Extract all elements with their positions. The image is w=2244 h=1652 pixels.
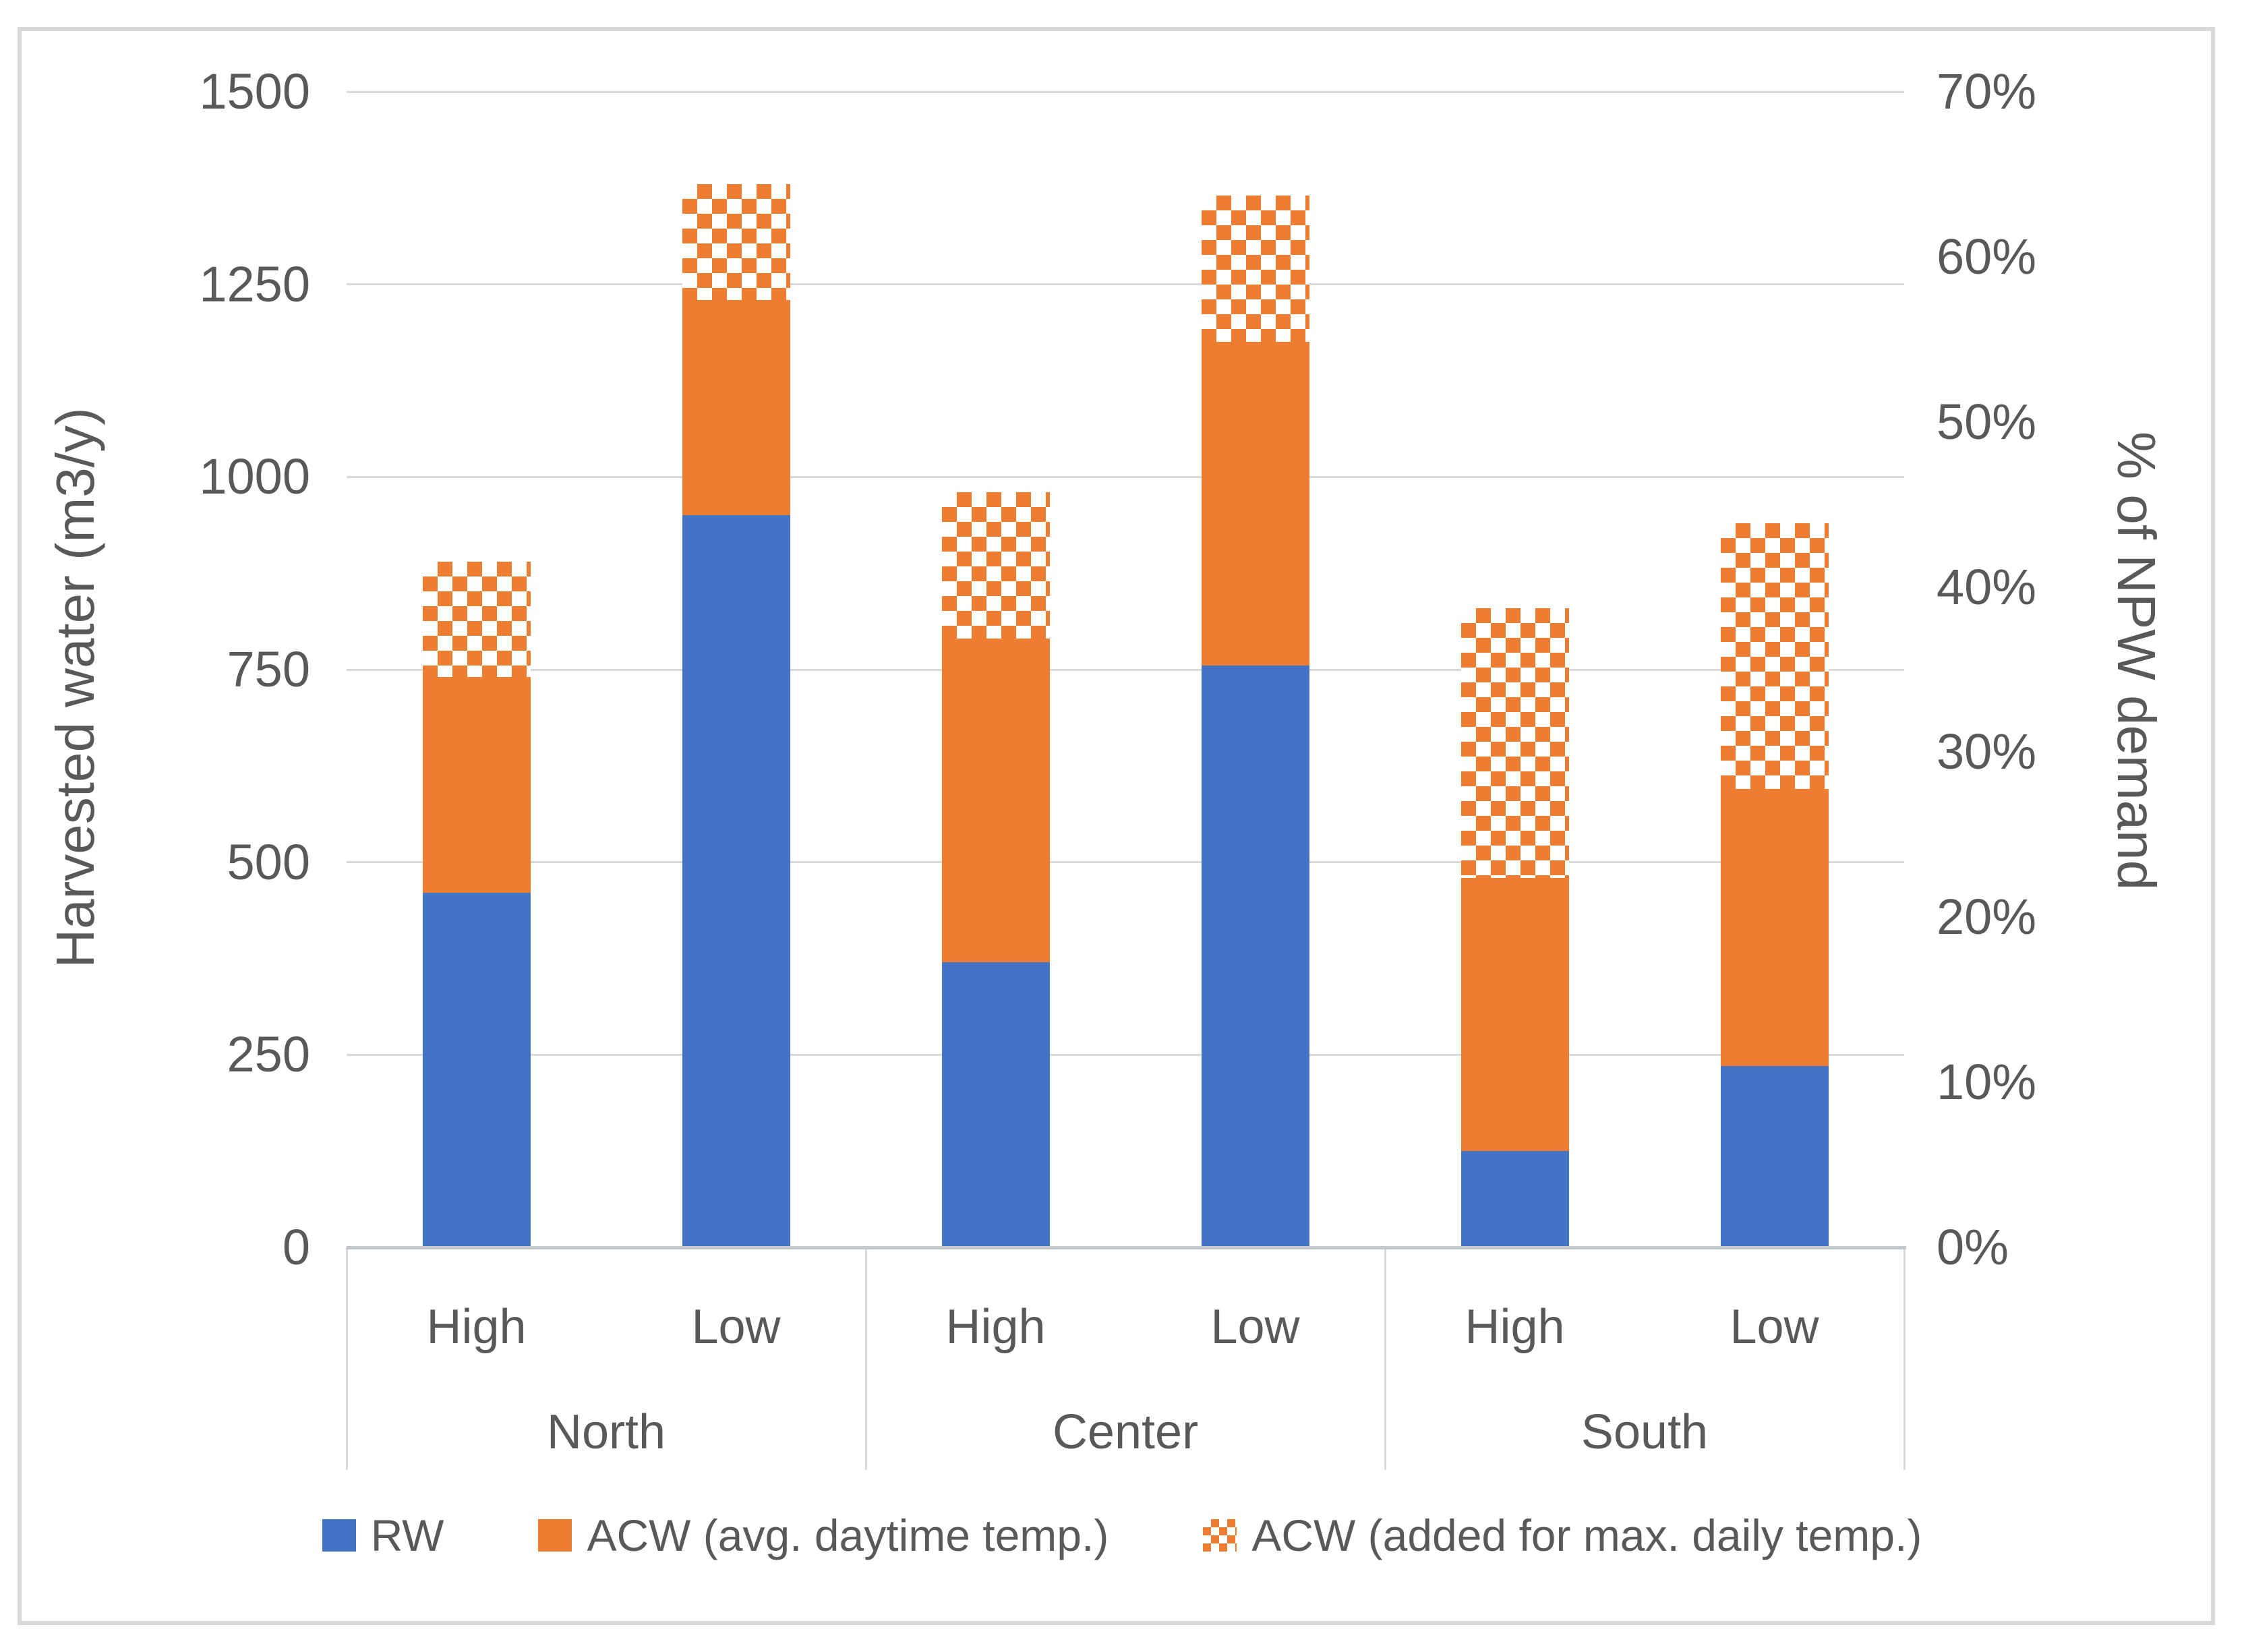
x-axis-category-label: High [1465, 1300, 1565, 1354]
legend-item-rw: RW [322, 1508, 444, 1562]
bar-segment-acw-avg [1720, 789, 1829, 1067]
y2-axis-tick-label: 70% [1937, 63, 2037, 119]
y-axis-tick-label: 750 [227, 641, 310, 697]
x-axis-category-label: Low [1730, 1300, 1819, 1354]
bar-segment-acw-added [1201, 196, 1309, 343]
bar-segment-acw-avg [422, 677, 531, 893]
x-axis-divider [1903, 1247, 1906, 1470]
gridline [347, 283, 1904, 286]
bar-segment-acw-added [1460, 608, 1569, 878]
x-axis-group-label: Center [1052, 1405, 1199, 1459]
gridline [347, 861, 1904, 864]
y-axis-tick-label: 1250 [199, 256, 310, 312]
y2-axis-tick-label: 10% [1937, 1054, 2037, 1111]
y-axis-tick-label: 1500 [199, 63, 310, 119]
bar-segment-rw [1460, 1151, 1569, 1247]
bar-segment-acw-added [941, 492, 1050, 639]
x-axis-category-label: High [426, 1300, 527, 1354]
legend-label-rw: RW [370, 1510, 444, 1560]
bar-segment-rw [682, 515, 790, 1247]
legend-swatch-acw-avg [538, 1519, 572, 1552]
gridline [347, 1053, 1904, 1056]
y-axis-title: Harvested water (m3/y) [45, 407, 105, 968]
bar-segment-acw-avg [1201, 342, 1309, 666]
y-axis-tick-label: 1000 [199, 448, 310, 505]
y2-axis-title: % of NPW demand [2106, 431, 2166, 891]
y2-axis-tick-label: 50% [1937, 393, 2037, 450]
x-axis-divider [345, 1247, 348, 1470]
bar-segment-rw [422, 893, 531, 1247]
x-axis-divider [864, 1247, 867, 1470]
bar-segment-acw-avg [1460, 877, 1569, 1152]
y2-axis-tick-label: 40% [1937, 558, 2037, 615]
legend: RW ACW (avg. daytime temp.) ACW (added f… [0, 1505, 2244, 1566]
legend-label-acw-avg: ACW (avg. daytime temp.) [587, 1510, 1109, 1560]
x-axis-group-label: North [546, 1405, 666, 1459]
y2-axis-tick-label: 30% [1937, 724, 2037, 780]
bar-segment-acw-avg [941, 639, 1050, 963]
y2-axis-tick-label: 0% [1937, 1219, 2009, 1275]
x-axis-category-label: Low [691, 1300, 781, 1354]
bar-segment-rw [941, 962, 1050, 1247]
gridline [347, 668, 1904, 671]
y2-axis-tick-label: 20% [1937, 889, 2037, 945]
legend-item-acw-added: ACW (added for max. daily temp.) [1203, 1508, 1922, 1562]
x-axis-group-label: South [1581, 1405, 1709, 1459]
legend-swatch-acw-added [1203, 1519, 1237, 1552]
y-axis-tick-label: 250 [227, 1026, 310, 1083]
legend-label-acw-added: ACW (added for max. daily temp.) [1251, 1510, 1922, 1560]
figure-border [18, 27, 2215, 1625]
legend-swatch-rw [322, 1519, 356, 1552]
y-axis-tick-label: 0 [282, 1219, 310, 1275]
x-axis-line [347, 1246, 1906, 1249]
bar-segment-rw [1720, 1066, 1829, 1247]
x-axis-divider [1384, 1247, 1386, 1470]
legend-item-acw-avg: ACW (avg. daytime temp.) [538, 1508, 1109, 1562]
bar-segment-acw-added [1720, 523, 1829, 790]
bar-segment-acw-avg [682, 299, 790, 516]
x-axis-category-label: High [945, 1300, 1046, 1354]
y-axis-tick-label: 500 [227, 833, 310, 890]
bar-segment-rw [1201, 666, 1309, 1247]
bar-segment-acw-added [682, 184, 790, 300]
gridline [347, 90, 1904, 93]
y2-axis-tick-label: 60% [1937, 228, 2037, 285]
x-axis-category-label: Low [1210, 1300, 1300, 1354]
gridline [347, 475, 1904, 478]
bar-segment-acw-added [422, 562, 531, 678]
